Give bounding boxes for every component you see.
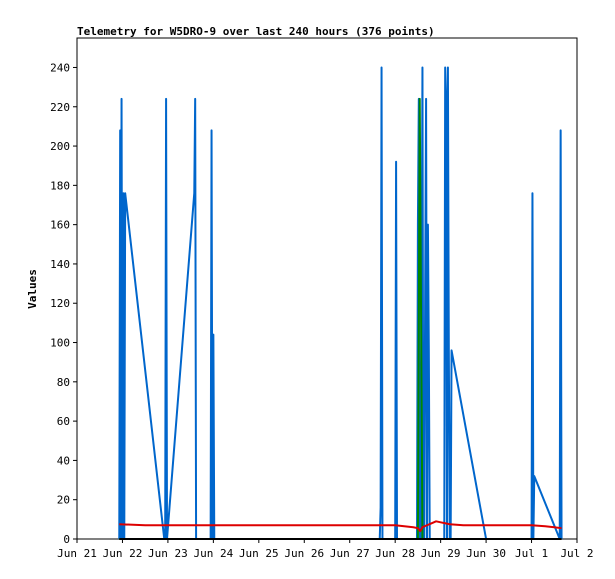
y-tick-label-11: 220 xyxy=(50,101,70,114)
series-line-1 xyxy=(119,97,562,540)
y-tick-label-8: 160 xyxy=(50,219,70,232)
y-tick-label-5: 100 xyxy=(50,337,70,350)
y-tick-label-0: 0 xyxy=(63,533,70,546)
series-layer xyxy=(118,66,563,540)
y-tick-label-1: 20 xyxy=(57,494,70,507)
x-tick-label-4: Jun 25 xyxy=(239,547,279,560)
y-tick-label-10: 200 xyxy=(50,140,70,153)
y-axis-label: Values xyxy=(26,269,39,309)
x-tick-label-1: Jun 22 xyxy=(103,547,143,560)
y-axis: 0 20 40 60 80 100 120 140 160 180 200 220 240 xyxy=(50,61,77,546)
series-line-2 xyxy=(119,520,562,533)
series-line-0 xyxy=(118,66,563,540)
y-tick-label-12: 240 xyxy=(50,61,70,74)
x-tick-label-0: Jun 21 xyxy=(57,547,97,560)
x-tick-label-6: Jun 27 xyxy=(330,547,370,560)
x-tick-label-2: Jun 23 xyxy=(148,547,188,560)
y-tick-label-4: 80 xyxy=(57,376,70,389)
x-tick-label-3: Jun 24 xyxy=(193,547,233,560)
x-axis: Jun 21 Jun 22 Jun 23 Jun 24 Jun 25 Jun 26 Jun … xyxy=(57,539,594,560)
x-tick-label-7: Jun 28 xyxy=(375,547,415,560)
x-tick-label-9: Jun 30 xyxy=(466,547,506,560)
x-tick-label-8: Jun 29 xyxy=(421,547,461,560)
y-tick-label-3: 60 xyxy=(57,415,70,428)
y-tick-label-7: 140 xyxy=(50,258,70,271)
x-tick-label-10: Jul 1 xyxy=(515,547,548,560)
x-tick-label-11: Jul 2 xyxy=(560,547,593,560)
plot-frame xyxy=(76,37,578,540)
y-tick-label-2: 40 xyxy=(57,454,70,467)
y-tick-label-6: 120 xyxy=(50,297,70,310)
chart-title: Telemetry for W5DRO-9 over last 240 hour… xyxy=(77,25,435,38)
x-tick-label-5: Jun 26 xyxy=(284,547,324,560)
y-tick-label-9: 180 xyxy=(50,179,70,192)
